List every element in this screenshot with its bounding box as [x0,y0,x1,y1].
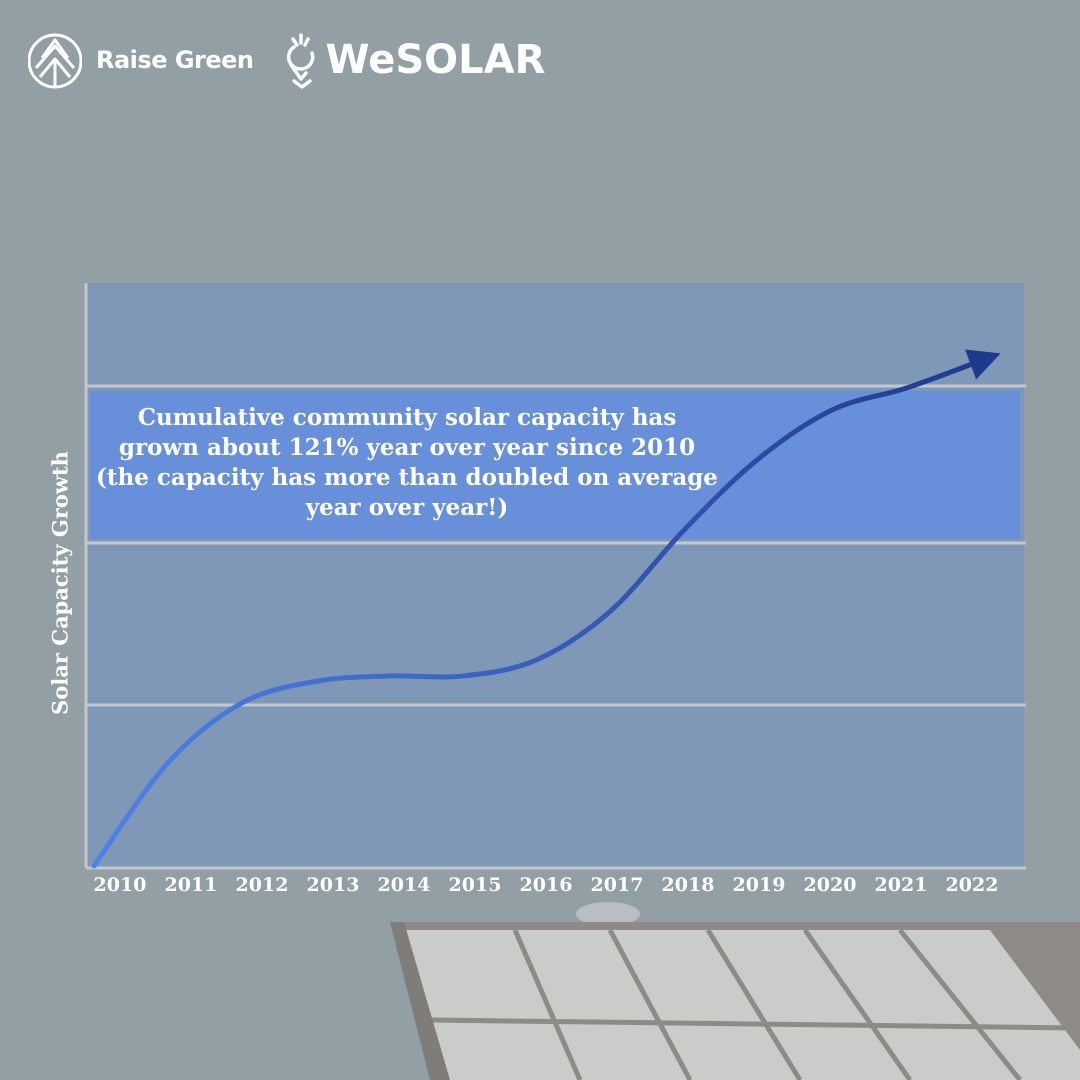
x-tick-2014: 2014 [377,874,431,896]
x-tick-2019: 2019 [732,874,786,896]
x-axis-tick-labels: 2010 2011 2012 2013 2014 2015 2016 2017 2018 2019… [0,874,1080,902]
x-tick-2018: 2018 [661,874,715,896]
wesolar-logo[interactable]: WeSOLAR [284,31,546,89]
chart-annotation: Cumulative community solar capacity has … [96,404,718,521]
highlight-band [90,391,1020,539]
x-tick-2010: 2010 [93,874,147,896]
x-tick-2017: 2017 [590,874,644,896]
plot-area [86,283,1024,868]
y-axis-label: Solar Capacity Growth [47,451,73,715]
growth-line [91,358,983,869]
raise-green-leaf-icon [28,33,82,89]
x-tick-2016: 2016 [519,874,573,896]
arrow-head-icon [965,349,1001,380]
x-tick-2015: 2015 [448,874,502,896]
wesolar-name: WeSOLAR [325,37,546,83]
wesolar-pin-icon [286,33,314,89]
x-tick-2012: 2012 [235,874,289,896]
x-tick-2011: 2011 [164,874,218,896]
raise-green-logo[interactable]: Raise Green [28,28,254,92]
x-tick-2021: 2021 [874,874,928,896]
x-tick-2022: 2022 [945,874,999,896]
solar-panel-illustration [390,902,1080,1080]
raise-green-name: Raise Green [96,46,254,74]
brand-header: Raise Green WeSOLAR [28,28,575,92]
x-tick-2020: 2020 [803,874,857,896]
x-tick-2013: 2013 [306,874,360,896]
